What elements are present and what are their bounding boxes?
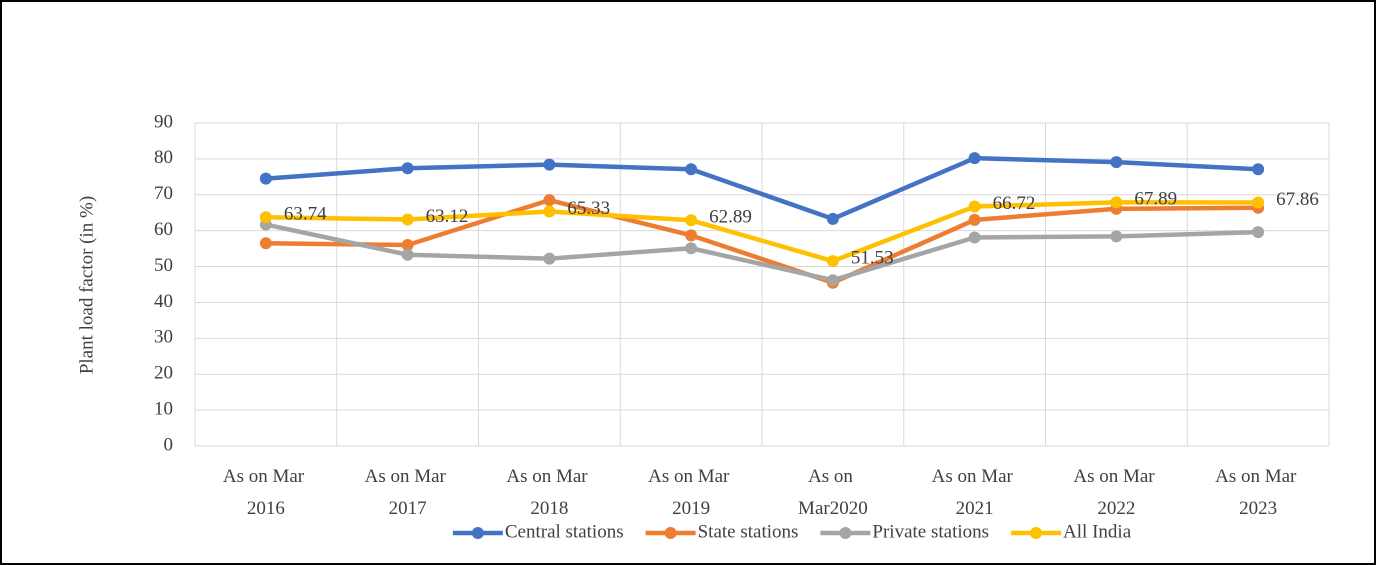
legend-label: State stations	[698, 521, 799, 542]
point	[685, 229, 698, 242]
point	[543, 252, 556, 265]
y-tick-label: 70	[154, 183, 173, 204]
x-tick-label: As on Mar 2018	[506, 466, 592, 519]
point	[685, 214, 698, 227]
point	[401, 239, 414, 252]
point	[826, 274, 839, 287]
data-label: 63.74	[284, 204, 327, 225]
point	[826, 255, 839, 268]
legend-marker	[471, 527, 484, 539]
point	[1252, 196, 1265, 209]
data-label: 62.89	[709, 207, 752, 228]
data-label: 67.89	[1134, 189, 1177, 210]
series-line	[265, 155, 1259, 222]
legend: Central stations State stations Private st…	[452, 521, 1132, 542]
data-label: 67.86	[1276, 189, 1319, 210]
point	[259, 211, 272, 224]
x-tick-label: As on Mar 2016	[223, 466, 309, 519]
y-tick-label: 50	[154, 255, 173, 276]
data-label: 65.33	[567, 198, 610, 219]
data-label: 66.72	[993, 193, 1036, 214]
y-tick-label: 90	[154, 111, 173, 132]
point	[543, 194, 556, 207]
point	[1110, 230, 1123, 243]
legend-label: All India	[1063, 521, 1132, 542]
point	[1252, 226, 1265, 239]
point	[259, 237, 272, 250]
point	[401, 248, 414, 261]
x-tick-label: As on Mar2020	[798, 466, 868, 519]
point	[1110, 196, 1123, 209]
legend-marker	[839, 527, 852, 539]
data-label: 51.53	[851, 247, 894, 268]
point	[543, 158, 556, 171]
y-tick-label: 60	[154, 219, 173, 240]
point	[543, 205, 556, 218]
point	[968, 152, 981, 165]
point	[968, 231, 981, 244]
legend-marker	[664, 527, 677, 539]
point	[968, 200, 981, 213]
point	[401, 213, 414, 226]
y-tick-label: 30	[154, 327, 173, 348]
data-label: 63.12	[426, 206, 469, 227]
y-tick-label: 20	[154, 363, 173, 384]
y-axis-label: Plant load factor (in %)	[76, 196, 97, 374]
point	[685, 242, 698, 255]
y-tick-label: 10	[154, 398, 173, 419]
point	[826, 212, 839, 225]
series-line	[265, 222, 1259, 283]
legend-label: Central stations	[505, 521, 624, 542]
x-tick-label: As on Mar 2017	[365, 466, 451, 519]
x-tick-label: As on Mar 2023	[1215, 466, 1301, 519]
legend-marker	[1030, 527, 1043, 539]
x-tick-label: As on Mar 2019	[648, 466, 734, 519]
point	[685, 163, 698, 176]
y-tick-label: 40	[154, 291, 173, 312]
x-tick-label: As on Mar 2021	[932, 466, 1018, 519]
point	[259, 172, 272, 185]
point	[968, 213, 981, 226]
y-tick-label: 80	[154, 147, 173, 168]
x-tick-label: As on Mar 2022	[1073, 466, 1159, 519]
y-tick-label: 0	[164, 434, 174, 455]
point	[1252, 163, 1265, 176]
series-line	[265, 200, 1259, 264]
legend-label: Private stations	[872, 521, 989, 542]
point	[1110, 156, 1123, 169]
series-line	[265, 197, 1259, 285]
point	[401, 162, 414, 175]
